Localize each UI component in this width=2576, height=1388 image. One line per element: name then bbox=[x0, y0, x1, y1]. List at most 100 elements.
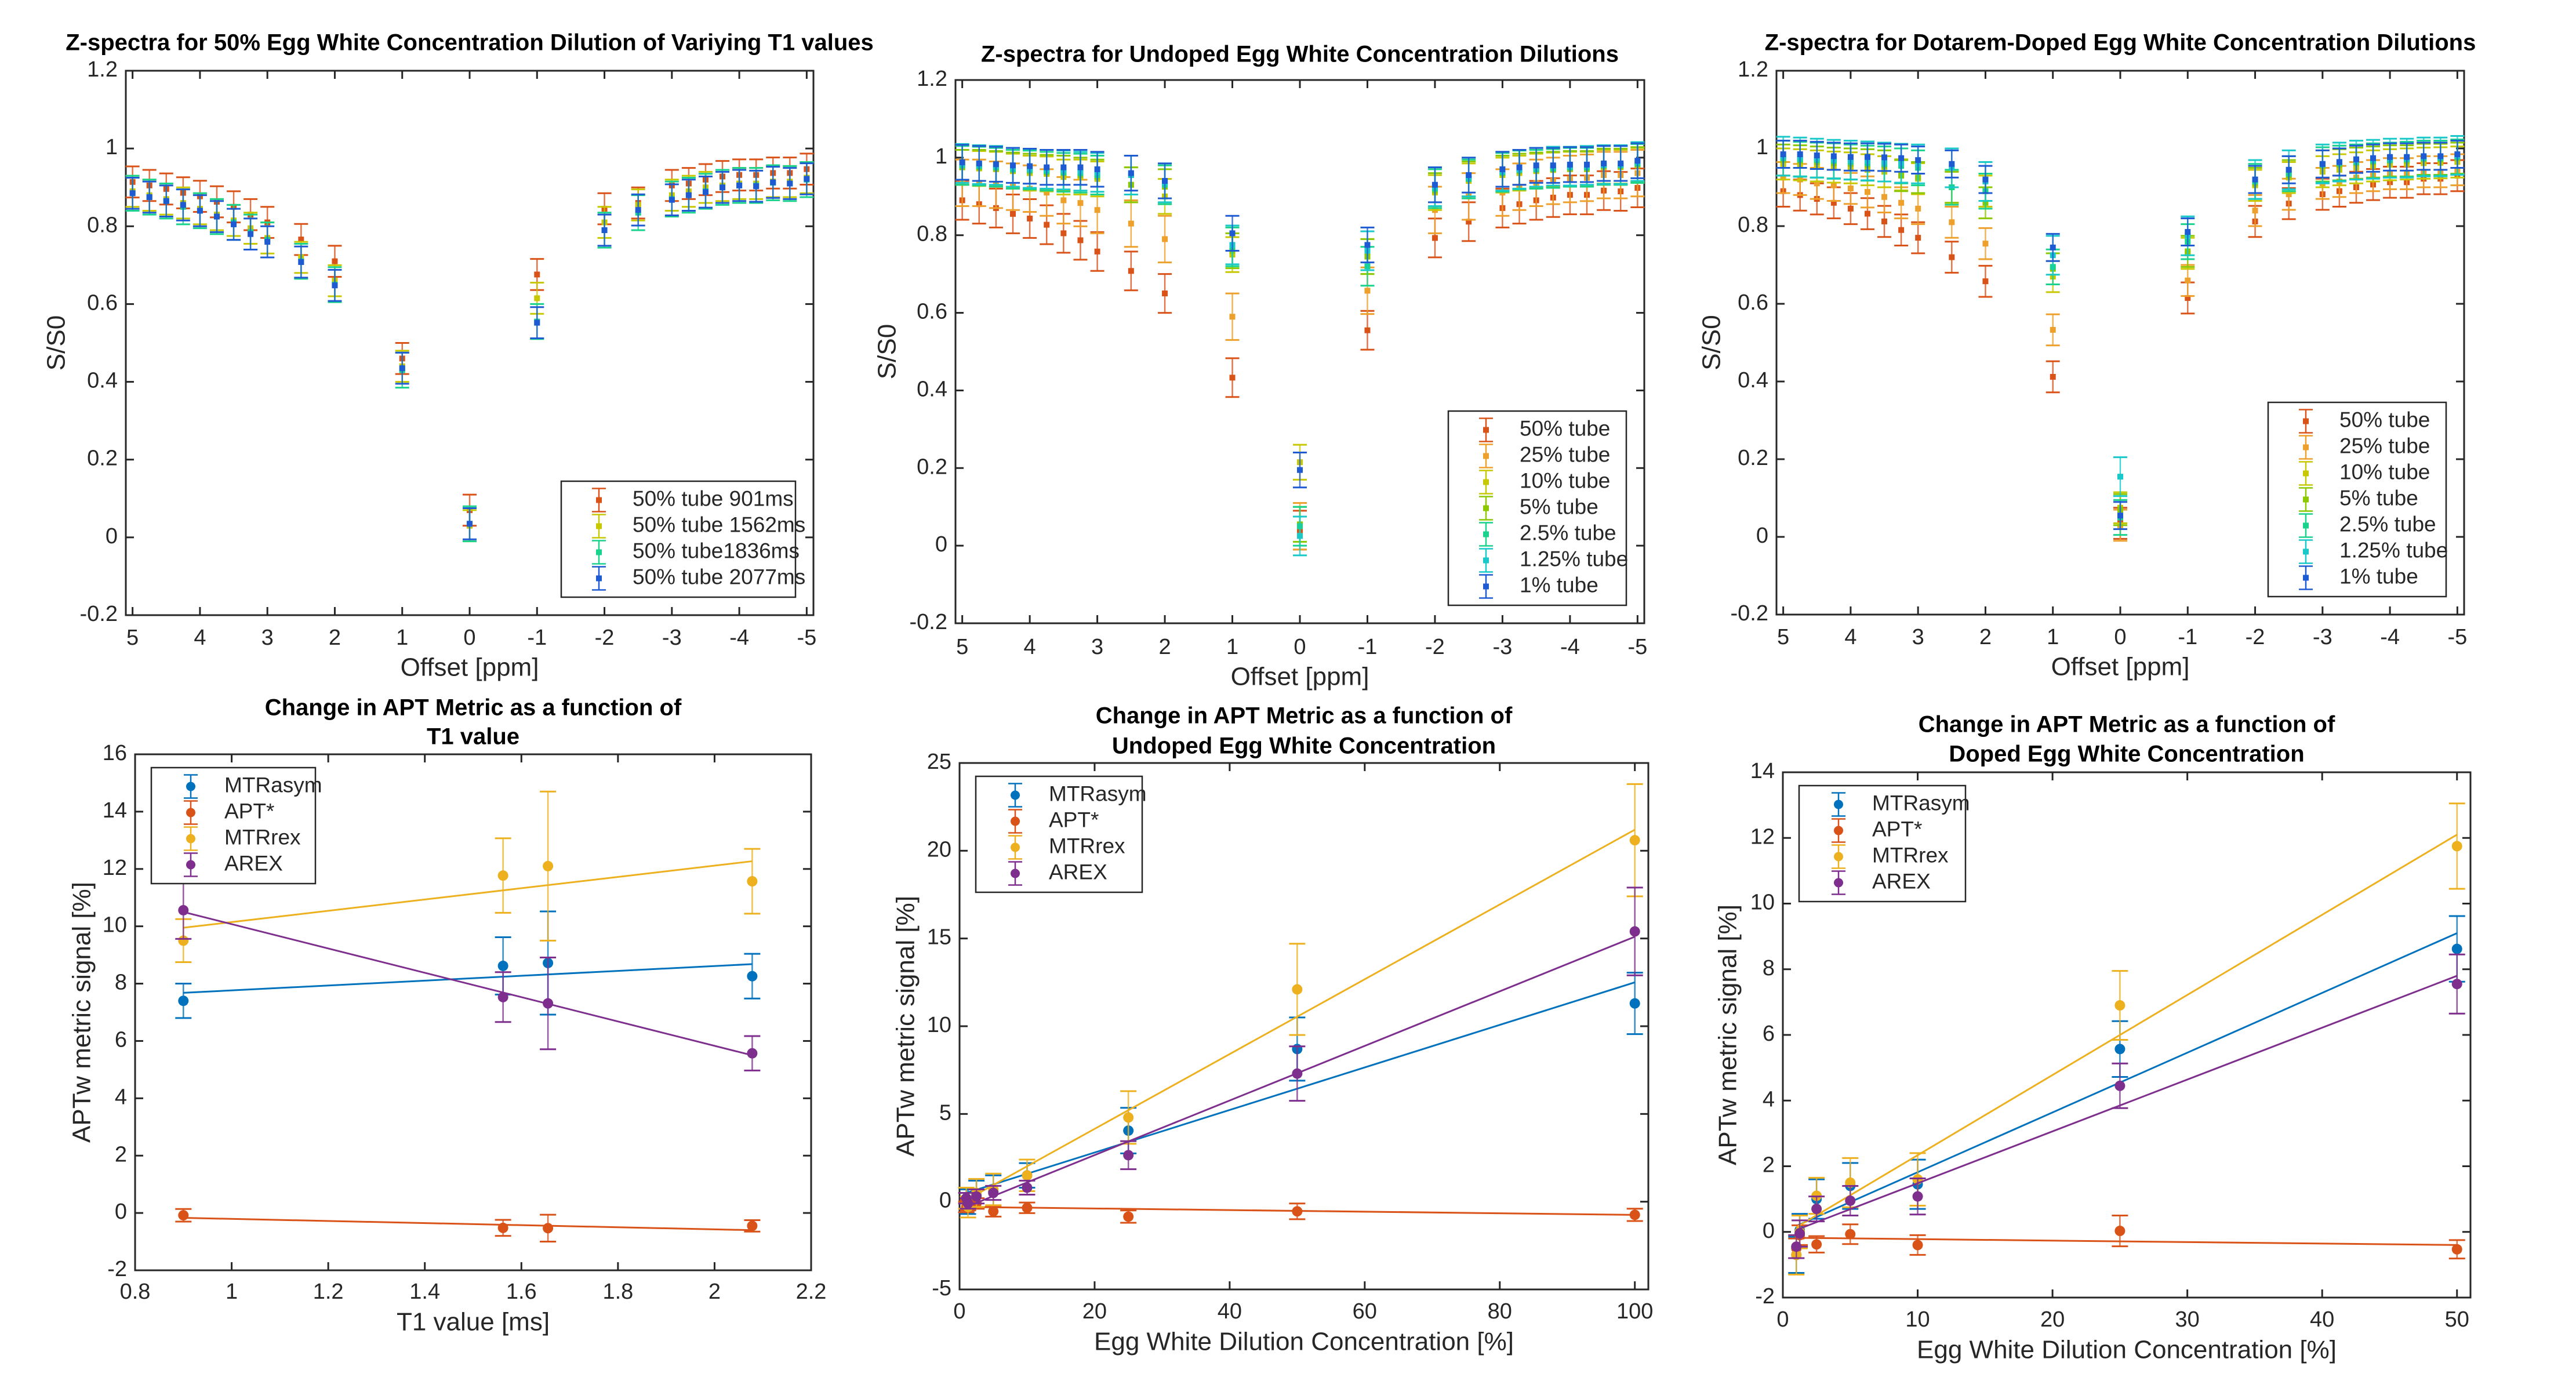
data-point bbox=[264, 239, 271, 245]
data-point bbox=[213, 213, 220, 220]
legend-marker-icon bbox=[1011, 869, 1020, 878]
fit-line bbox=[183, 860, 753, 929]
data-point bbox=[962, 1198, 973, 1209]
chart-6: Change in APT Metric as a function of Dop… bbox=[1714, 712, 2472, 1364]
data-point bbox=[1297, 533, 1303, 539]
data-point bbox=[497, 960, 508, 971]
data-point bbox=[1629, 926, 1640, 937]
legend-box bbox=[1447, 410, 1627, 606]
fit-line bbox=[1796, 1237, 2457, 1246]
fit-line bbox=[1796, 975, 2458, 1231]
y-tick-label: 25 bbox=[927, 750, 951, 774]
y-tick-label: 0.2 bbox=[1738, 446, 1768, 470]
legend-label: 50% tube 1562ms bbox=[633, 513, 805, 536]
y-tick-label: 14 bbox=[103, 798, 127, 823]
legend-label: 10% tube bbox=[2339, 460, 2430, 484]
legend-item: MTRrex bbox=[184, 825, 301, 851]
legend-item: 1.25% tube bbox=[1479, 547, 1628, 573]
data-point bbox=[1912, 1191, 1923, 1202]
y-tick-label: 0 bbox=[1763, 1219, 1775, 1243]
x-tick-label: 40 bbox=[1218, 1299, 1242, 1324]
y-tick-label: 8 bbox=[115, 971, 127, 995]
data-point bbox=[1364, 327, 1371, 333]
data-point bbox=[2252, 176, 2258, 183]
y-tick-label: 0.8 bbox=[1738, 213, 1768, 237]
data-point bbox=[1044, 164, 1050, 170]
data-point bbox=[1123, 1150, 1134, 1161]
data-point bbox=[1830, 153, 1837, 159]
data-point bbox=[2387, 154, 2393, 160]
y-tick-label: 1 bbox=[1756, 135, 1768, 159]
x-tick-label: -1 bbox=[527, 626, 547, 650]
data-point bbox=[1629, 835, 1640, 846]
y-tick-label: -5 bbox=[932, 1276, 951, 1300]
data-point bbox=[2050, 326, 2056, 333]
data-point bbox=[1060, 164, 1067, 170]
legend-label: 1% tube bbox=[1520, 573, 1598, 597]
chart-title: Z-spectra for 50% Egg White Concentratio… bbox=[66, 30, 874, 56]
legend-marker-icon bbox=[2303, 522, 2309, 529]
data-point bbox=[1814, 180, 1820, 187]
data-point bbox=[1797, 151, 1803, 158]
data-point bbox=[720, 184, 726, 191]
x-tick-label: 0.8 bbox=[120, 1280, 151, 1304]
x-tick-label: -3 bbox=[662, 626, 682, 650]
data-point bbox=[1022, 1202, 1033, 1213]
legend-marker-icon bbox=[1483, 583, 1489, 590]
data-point bbox=[685, 192, 692, 198]
legend-label: APT* bbox=[1872, 817, 1922, 841]
x-tick-label: 4 bbox=[1844, 625, 1856, 649]
data-point bbox=[1027, 215, 1033, 221]
data-point bbox=[1618, 160, 1624, 166]
data-point bbox=[1094, 207, 1100, 213]
data-point bbox=[1898, 227, 1905, 233]
x-tick-label: 1.6 bbox=[506, 1280, 537, 1304]
data-point bbox=[1915, 157, 1921, 163]
fit-line bbox=[183, 911, 753, 1056]
y-tick-label: 0.2 bbox=[87, 446, 118, 471]
x-tick-label: 1 bbox=[1226, 635, 1238, 659]
data-point bbox=[1229, 230, 1236, 237]
data-point bbox=[1794, 1228, 1805, 1239]
x-tick-label: -4 bbox=[729, 626, 749, 650]
data-point bbox=[231, 221, 237, 227]
data-point bbox=[1077, 200, 1084, 206]
chart-1: Z-spectra for 50% Egg White Concentratio… bbox=[42, 30, 874, 682]
data-point bbox=[467, 521, 473, 527]
legend-item: APT* bbox=[1008, 808, 1099, 834]
legend-marker-icon bbox=[1483, 557, 1489, 564]
legend-item: MTRrex bbox=[1832, 843, 1949, 869]
y-tick-label: 4 bbox=[115, 1085, 127, 1109]
data-point bbox=[787, 180, 793, 187]
chart-title: Undoped Egg White Concentration bbox=[1112, 733, 1496, 759]
legend-marker-icon bbox=[1011, 790, 1020, 800]
data-point bbox=[1629, 1209, 1640, 1220]
data-point bbox=[1010, 210, 1016, 217]
y-tick-label: -0.2 bbox=[910, 610, 947, 634]
y-tick-label: 0.6 bbox=[87, 290, 118, 315]
data-point bbox=[1845, 1195, 1856, 1206]
data-point bbox=[1949, 219, 1955, 226]
data-point bbox=[2353, 156, 2359, 162]
data-point bbox=[163, 198, 169, 204]
legend-box bbox=[150, 766, 317, 885]
y-tick-label: 0 bbox=[939, 1189, 951, 1213]
data-point bbox=[1847, 186, 1854, 192]
data-point bbox=[1550, 162, 1556, 169]
y-tick-label: 14 bbox=[1750, 759, 1775, 783]
data-point bbox=[1128, 170, 1134, 176]
data-point bbox=[129, 190, 136, 197]
chart-title: Z-spectra for Undoped Egg White Concentr… bbox=[981, 42, 1619, 67]
x-tick-label: 1 bbox=[396, 626, 408, 650]
legend-label: 5% tube bbox=[2339, 486, 2418, 510]
x-tick-label: 50 bbox=[2445, 1307, 2469, 1332]
data-point bbox=[1364, 288, 1371, 294]
fit-line bbox=[965, 829, 1636, 1201]
legend-marker-icon bbox=[2303, 470, 2309, 477]
x-axis-label: Egg White Dilution Concentration [%] bbox=[1917, 1336, 2337, 1364]
data-point bbox=[1027, 163, 1033, 169]
legend-item: APT* bbox=[184, 799, 274, 825]
data-point bbox=[2451, 943, 2462, 954]
legend-label: AREX bbox=[1049, 860, 1107, 884]
